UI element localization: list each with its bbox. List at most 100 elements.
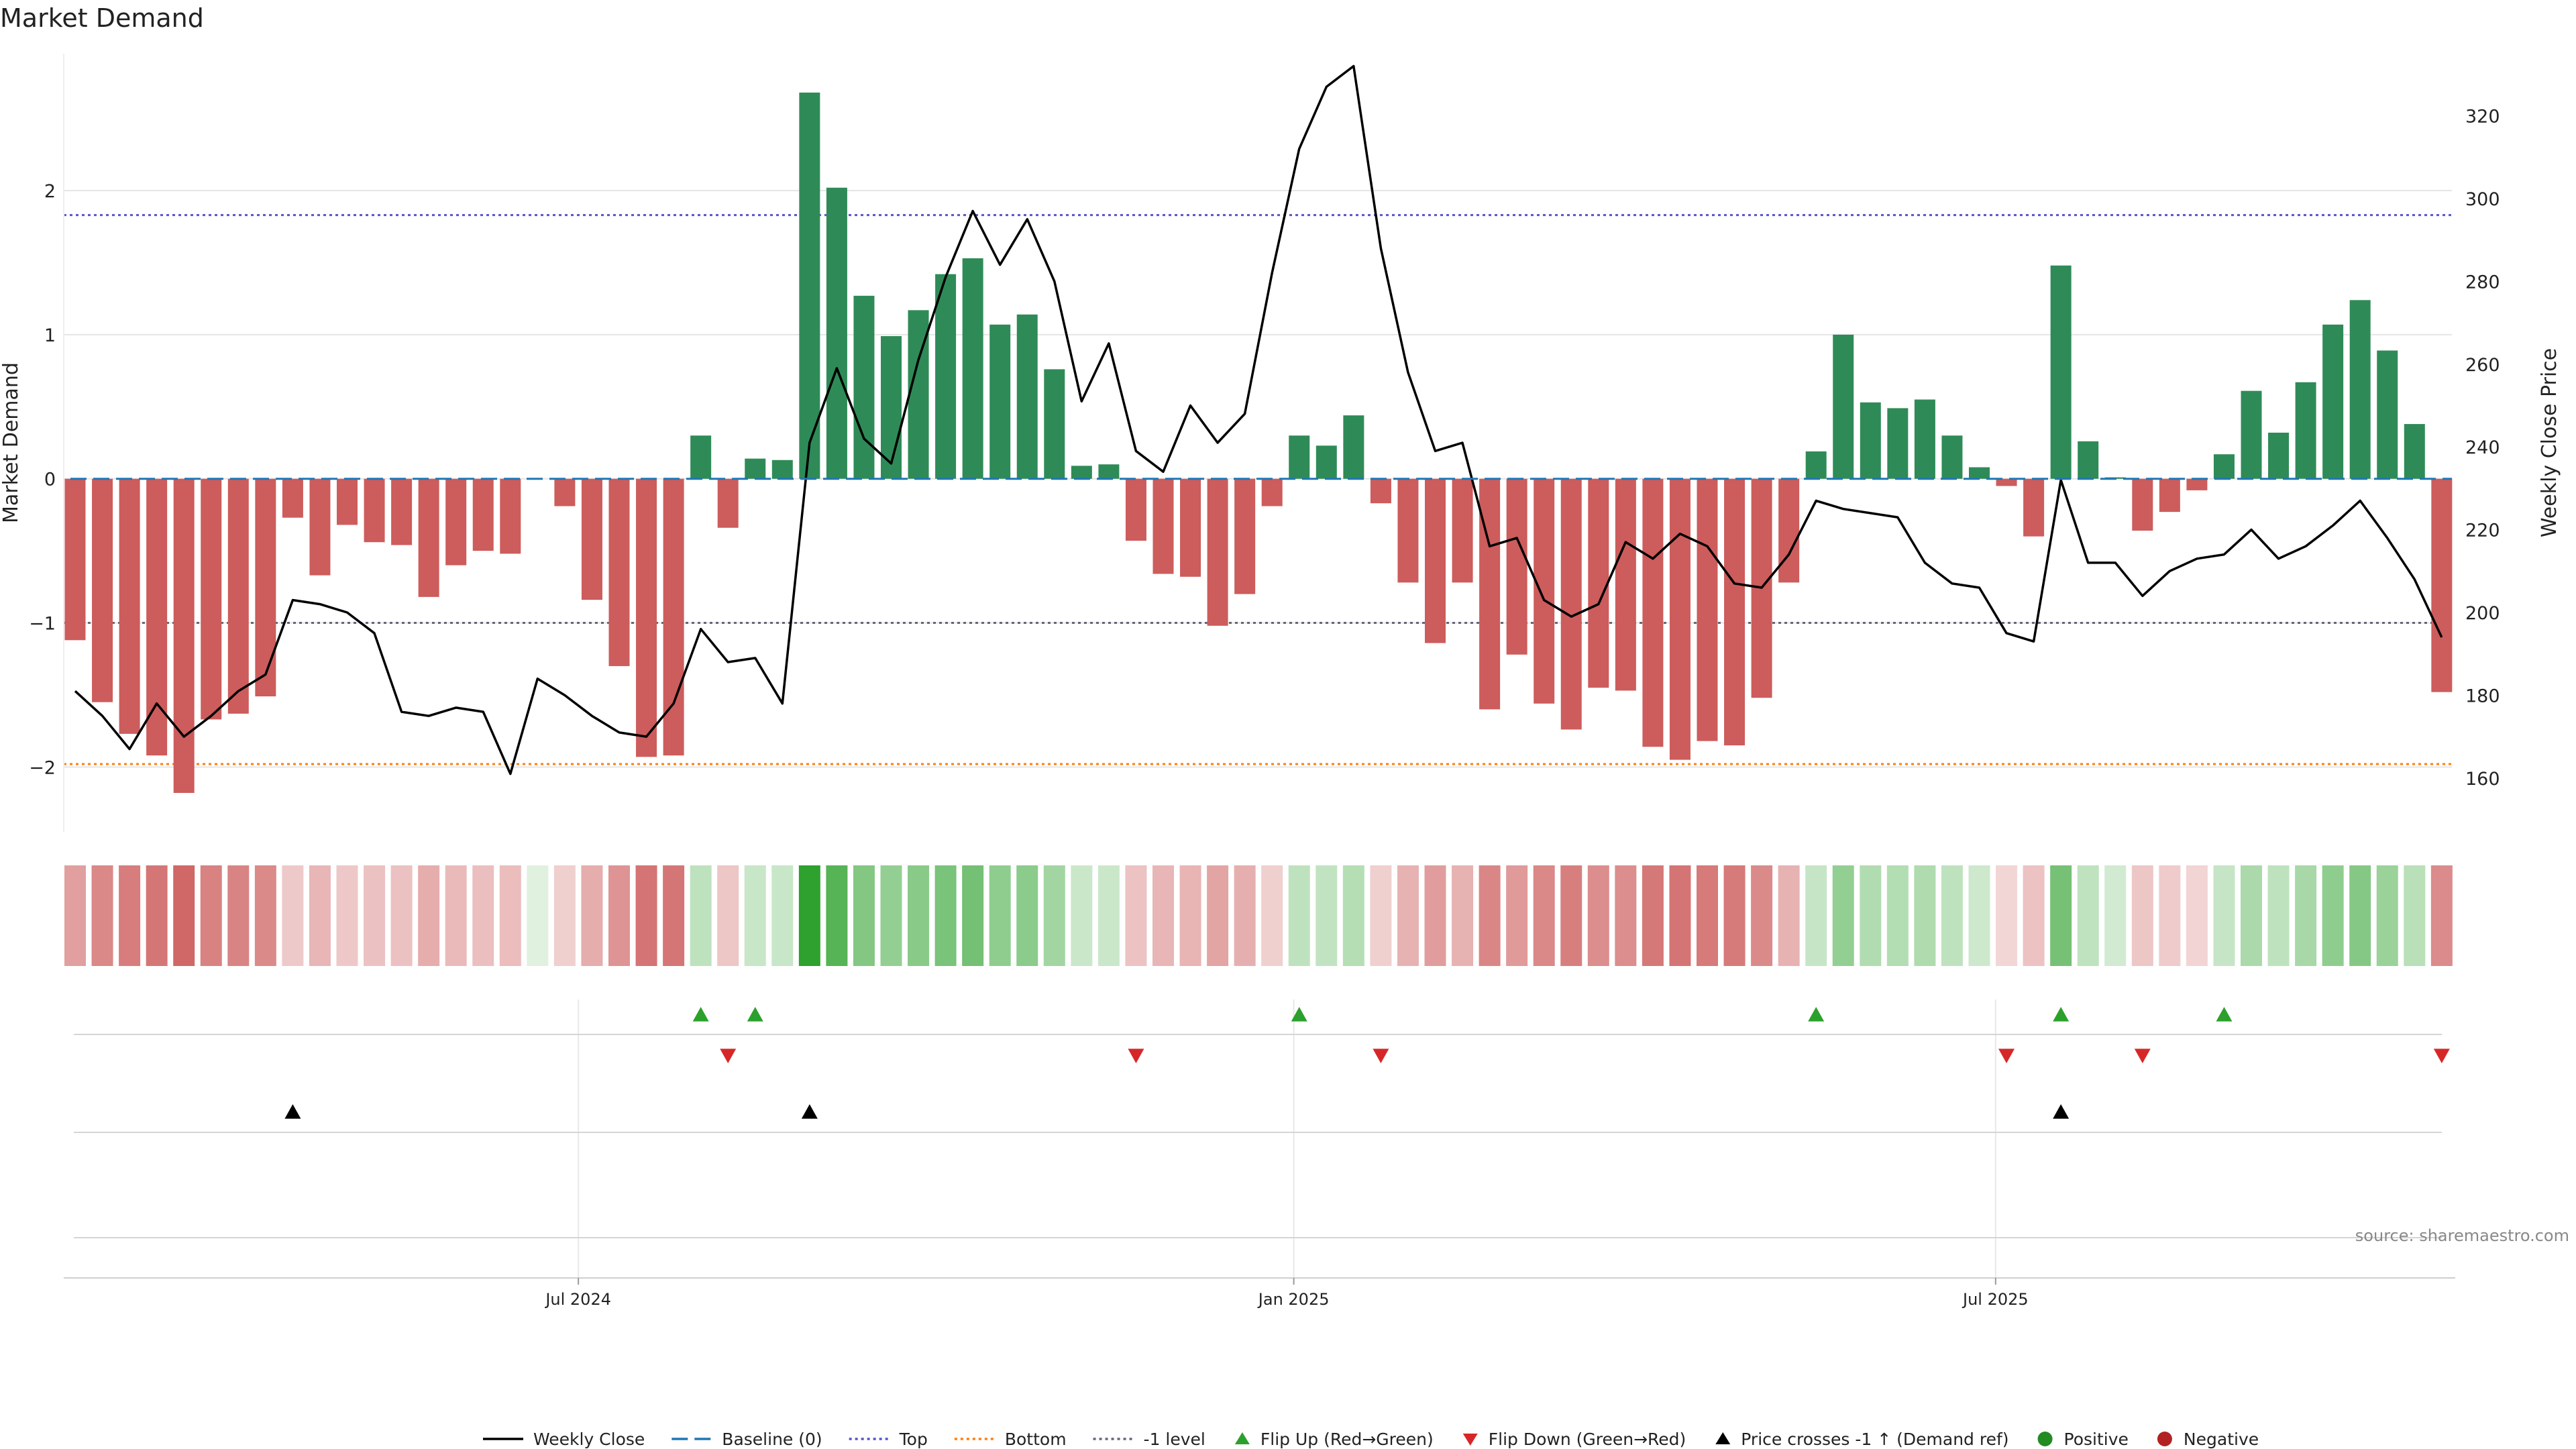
heat-cell — [1097, 865, 1120, 966]
heat-cell — [1342, 865, 1364, 966]
demand-bar-positive — [935, 274, 957, 479]
demand-bar-negative — [418, 478, 439, 597]
flip-down-marker — [2433, 1049, 2450, 1063]
legend-label: Top — [899, 1430, 928, 1449]
demand-bar-negative — [1207, 478, 1228, 626]
heat-cell — [91, 865, 113, 966]
heat-cell — [826, 865, 848, 966]
y2-tick-label: 220 — [2465, 521, 2500, 541]
heat-cell — [880, 865, 902, 966]
x-tick-label: Jan 2025 — [1257, 1290, 1330, 1309]
chart-title: Market Demand — [0, 3, 204, 33]
flip-down-marker — [2134, 1049, 2151, 1063]
heat-cell — [1533, 865, 1555, 966]
demand-bar-negative — [554, 478, 576, 506]
flip-up-marker — [692, 1007, 709, 1022]
demand-bar-positive — [2241, 390, 2262, 479]
heat-cell — [1016, 865, 1038, 966]
demand-bar-positive — [1941, 435, 1963, 479]
demand-bar-negative — [119, 478, 140, 734]
heat-cell — [2267, 865, 2290, 966]
demand-bar-negative — [581, 478, 602, 600]
weekly-close-line — [74, 64, 2443, 775]
demand-bar-positive — [881, 336, 902, 479]
demand-bar-negative — [608, 478, 630, 666]
heat-cell — [173, 865, 195, 966]
heat-cell — [200, 865, 222, 966]
heat-cell — [282, 865, 304, 966]
demand-bar-negative — [1425, 478, 1446, 643]
demand-bar-negative — [282, 478, 303, 518]
heat-cell — [364, 865, 386, 966]
demand-bar-positive — [2349, 300, 2371, 479]
heat-cell — [1125, 865, 1147, 966]
heat-cell — [64, 865, 86, 966]
heat-cell — [2186, 865, 2208, 966]
y2-tick-label: 200 — [2465, 603, 2500, 624]
y2-tick-label: 160 — [2465, 769, 2500, 790]
y2-tick-label: 260 — [2465, 355, 2500, 376]
heat-cell — [336, 865, 358, 966]
demand-bar-positive — [962, 258, 983, 479]
demand-bar-positive — [2404, 424, 2425, 479]
heat-cell — [2376, 865, 2398, 966]
heat-cell — [1071, 865, 1093, 966]
heat-cell — [934, 865, 957, 966]
heat-cell — [2050, 865, 2072, 966]
demand-bar-positive — [2213, 454, 2235, 479]
flip-down-marker — [1128, 1049, 1144, 1063]
y2-tick-label: 280 — [2465, 272, 2500, 292]
heat-cell — [1452, 865, 1474, 966]
heat-cell — [1261, 865, 1283, 966]
heat-cell — [227, 865, 250, 966]
legend-label: Negative — [2184, 1430, 2259, 1449]
demand-bar-negative — [1996, 478, 2017, 486]
demand-bar-negative — [472, 478, 494, 551]
legend-label: Flip Down (Green→Red) — [1489, 1430, 1686, 1449]
heat-cell — [581, 865, 603, 966]
heat-cell — [962, 865, 984, 966]
price-cross-marker — [2053, 1104, 2070, 1119]
heat-cell — [1996, 865, 2018, 966]
heat-cell — [1479, 865, 1501, 966]
legend-label: Baseline (0) — [722, 1430, 822, 1449]
heat-cell — [1316, 865, 1338, 966]
demand-bar-positive — [1833, 334, 1854, 479]
heat-cell — [2077, 865, 2099, 966]
legend-label: Weekly Close — [533, 1430, 645, 1449]
heat-cell — [2295, 865, 2317, 966]
demand-bar-positive — [745, 458, 766, 479]
heat-cell — [2131, 865, 2153, 966]
heat-cell — [2104, 865, 2127, 966]
heat-cell — [1615, 865, 1637, 966]
demand-bar-negative — [1642, 478, 1664, 747]
demand-bar-negative — [1669, 478, 1690, 760]
demand-bar-negative — [255, 478, 276, 697]
heat-cell — [1697, 865, 1718, 966]
demand-bar-negative — [201, 478, 222, 720]
demand-bar-negative — [391, 478, 413, 545]
y-tick-label: 0 — [44, 470, 56, 490]
demand-bar-negative — [1180, 478, 1201, 577]
y2-tick-label: 320 — [2465, 107, 2500, 127]
legend-swatch — [1234, 1432, 1250, 1444]
heat-cell — [717, 865, 739, 966]
heat-cell — [989, 865, 1011, 966]
demand-bar-negative — [173, 478, 195, 793]
demand-bar-positive — [1969, 467, 1990, 479]
demand-bar-positive — [1860, 402, 1881, 479]
demand-bar-positive — [1071, 466, 1092, 479]
flip-down-marker — [1998, 1049, 2015, 1063]
heat-cell — [499, 865, 521, 966]
flip-up-marker — [2053, 1007, 2070, 1022]
flip-up-marker — [1808, 1007, 1825, 1022]
demand-bar-negative — [1234, 478, 1256, 594]
heat-cell — [771, 865, 794, 966]
heat-cell — [663, 865, 685, 966]
demand-bar-negative — [1125, 478, 1146, 541]
demand-bar-positive — [2377, 350, 2398, 479]
demand-bar-negative — [1724, 478, 1746, 746]
heat-cell — [1669, 865, 1691, 966]
x-tick-label: Jul 2024 — [544, 1290, 611, 1309]
